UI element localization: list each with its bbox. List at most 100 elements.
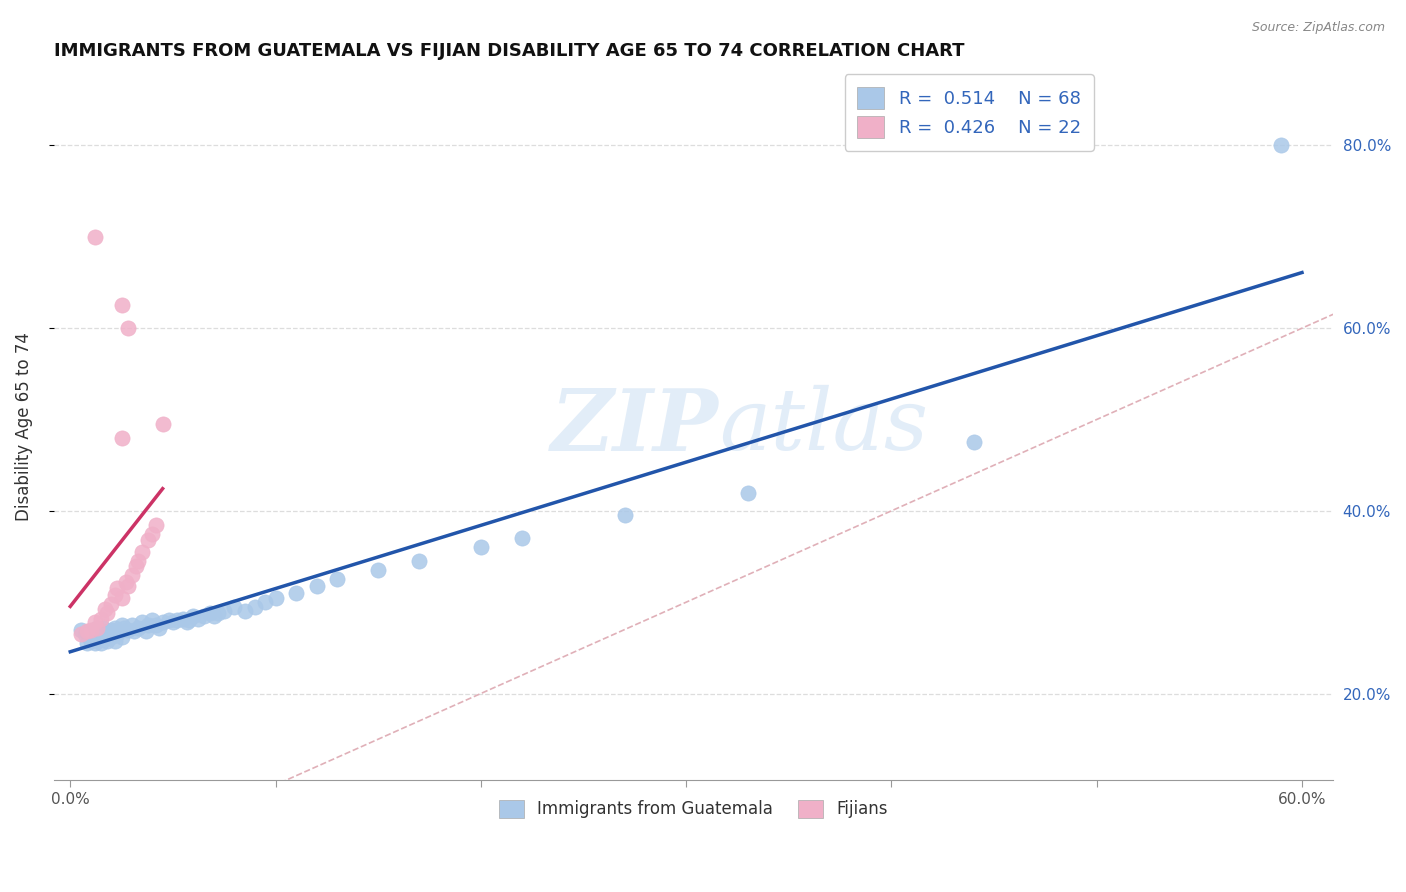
Point xyxy=(207,606,229,620)
Point xyxy=(117,321,139,335)
Point xyxy=(183,608,205,623)
Point xyxy=(326,573,349,587)
Legend: Immigrants from Guatemala, Fijians: Immigrants from Guatemala, Fijians xyxy=(492,793,894,825)
Point xyxy=(141,526,163,541)
Point xyxy=(737,485,759,500)
Point xyxy=(104,633,127,648)
Point xyxy=(103,624,125,639)
Point xyxy=(202,608,225,623)
Point xyxy=(117,623,139,637)
Point xyxy=(80,624,103,639)
Point xyxy=(82,629,104,643)
Point xyxy=(152,417,174,431)
Text: atlas: atlas xyxy=(718,385,928,467)
Point xyxy=(83,623,105,637)
Point xyxy=(86,632,108,646)
Point xyxy=(198,606,221,620)
Point xyxy=(148,621,170,635)
Point xyxy=(87,627,110,641)
Point xyxy=(367,563,389,577)
Point xyxy=(127,621,149,635)
Point xyxy=(112,621,135,635)
Point xyxy=(131,615,153,630)
Point xyxy=(125,558,148,573)
Point xyxy=(136,618,159,632)
Point xyxy=(179,614,201,628)
Point xyxy=(94,602,117,616)
Point xyxy=(76,636,98,650)
Point xyxy=(110,431,132,445)
Point xyxy=(96,633,118,648)
Point xyxy=(114,575,136,590)
Point xyxy=(104,621,127,635)
Point xyxy=(94,627,117,641)
Point xyxy=(233,604,256,618)
Point xyxy=(157,614,180,628)
Point xyxy=(117,579,139,593)
Point xyxy=(100,630,122,644)
Point xyxy=(193,608,215,623)
Point xyxy=(962,435,984,450)
Point xyxy=(305,579,328,593)
Point xyxy=(122,624,145,639)
Point xyxy=(141,614,163,628)
Point xyxy=(186,612,208,626)
Point xyxy=(121,567,143,582)
Point xyxy=(110,591,132,605)
Point xyxy=(254,595,277,609)
Point xyxy=(83,230,105,244)
Point xyxy=(86,621,108,635)
Point xyxy=(470,541,492,555)
Point xyxy=(69,627,91,641)
Point xyxy=(100,597,122,611)
Point xyxy=(73,627,96,641)
Point xyxy=(135,624,157,639)
Point xyxy=(264,591,287,605)
Point xyxy=(136,533,159,547)
Point xyxy=(613,508,636,523)
Point xyxy=(69,623,91,637)
Text: IMMIGRANTS FROM GUATEMALA VS FIJIAN DISABILITY AGE 65 TO 74 CORRELATION CHART: IMMIGRANTS FROM GUATEMALA VS FIJIAN DISA… xyxy=(53,42,965,60)
Point xyxy=(80,623,103,637)
Point xyxy=(243,599,266,614)
Point xyxy=(172,612,194,626)
Point xyxy=(96,630,118,644)
Point xyxy=(166,614,188,628)
Text: ZIP: ZIP xyxy=(551,384,718,468)
Point xyxy=(83,636,105,650)
Point xyxy=(145,517,167,532)
Point xyxy=(107,582,129,596)
Point xyxy=(510,531,533,545)
Point xyxy=(77,630,100,644)
Point xyxy=(121,618,143,632)
Point xyxy=(145,618,167,632)
Point xyxy=(80,633,103,648)
Point xyxy=(176,615,198,630)
Point xyxy=(110,618,132,632)
Point xyxy=(152,615,174,630)
Point xyxy=(212,604,235,618)
Point xyxy=(91,621,114,635)
Point xyxy=(408,554,430,568)
Point xyxy=(76,624,98,639)
Point xyxy=(83,615,105,630)
Point xyxy=(1270,138,1292,153)
Point xyxy=(86,621,108,635)
Point xyxy=(90,612,112,626)
Point xyxy=(127,554,149,568)
Text: Source: ZipAtlas.com: Source: ZipAtlas.com xyxy=(1251,21,1385,34)
Point xyxy=(98,624,121,639)
Point xyxy=(224,599,246,614)
Point xyxy=(110,298,132,312)
Y-axis label: Disability Age 65 to 74: Disability Age 65 to 74 xyxy=(15,332,32,521)
Point xyxy=(104,588,127,602)
Point xyxy=(107,627,129,641)
Point xyxy=(100,623,122,637)
Point xyxy=(96,606,118,620)
Point xyxy=(131,545,153,559)
Point xyxy=(90,636,112,650)
Point xyxy=(110,630,132,644)
Point xyxy=(285,586,308,600)
Point xyxy=(90,624,112,639)
Point xyxy=(162,615,184,630)
